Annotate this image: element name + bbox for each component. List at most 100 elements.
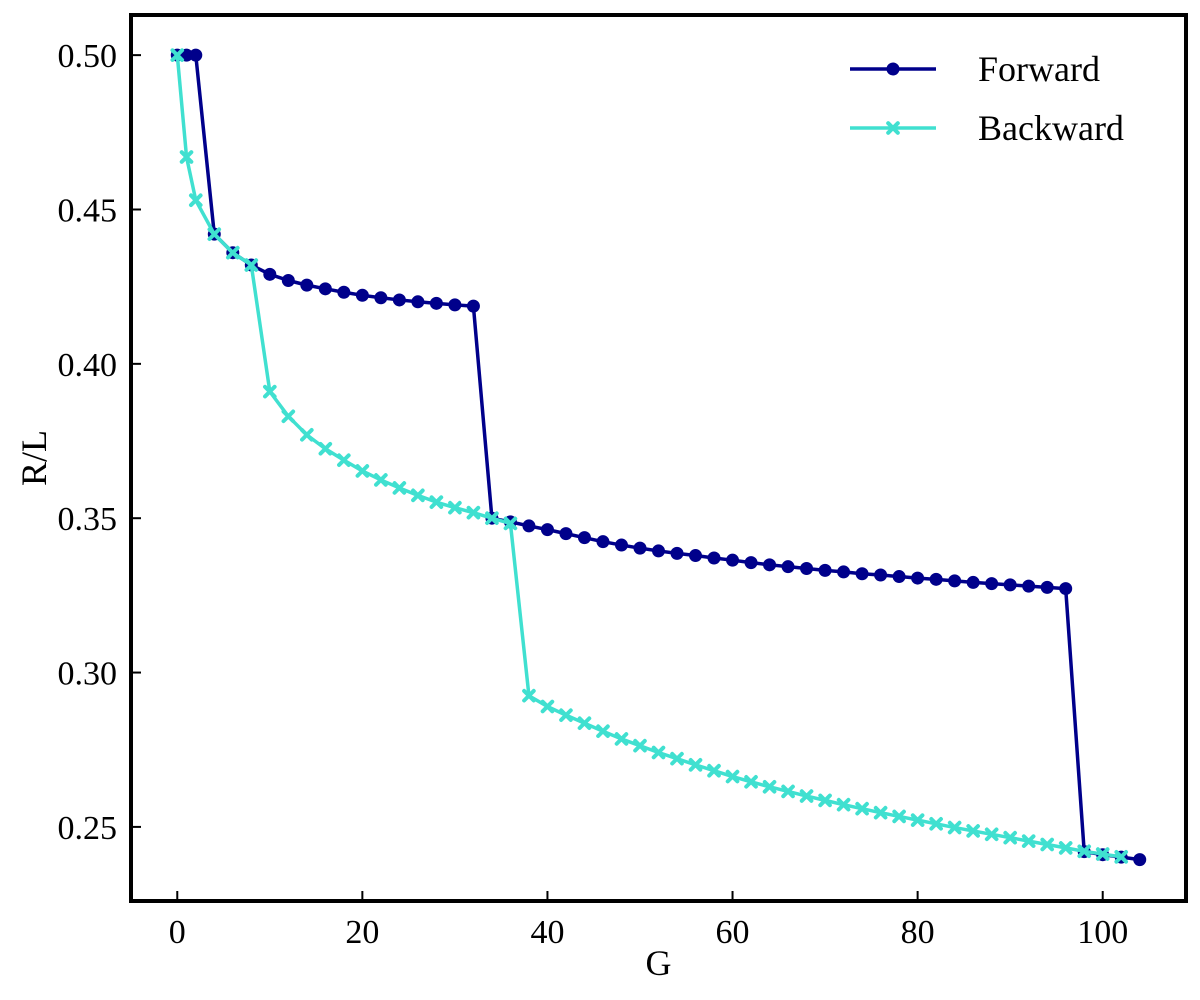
legend-label: Forward: [978, 49, 1100, 89]
data-point: [300, 278, 314, 292]
data-point: [689, 549, 703, 563]
data-point: [1022, 579, 1036, 593]
data-point: [947, 820, 962, 835]
series-forward: [170, 48, 1147, 867]
data-point: [188, 193, 203, 208]
data-point-stroke: [633, 738, 647, 753]
data-point: [1114, 850, 1129, 864]
data-point-stroke: [873, 805, 888, 820]
data-point: [651, 745, 666, 760]
data-point: [763, 558, 777, 572]
data-point: [818, 563, 832, 577]
x-tick-label: 100: [1077, 914, 1128, 951]
data-point: [392, 481, 407, 495]
data-point: [374, 291, 388, 305]
data-point-stroke: [411, 488, 425, 503]
data-point-stroke: [966, 824, 980, 838]
x-tick-label: 40: [530, 914, 564, 951]
data-point-stroke: [374, 473, 388, 487]
x-axis-ticks: 0 20 40 60 80 100: [169, 891, 1128, 951]
data-point-stroke: [522, 688, 536, 703]
data-point: [911, 571, 925, 585]
data-point-stroke: [1003, 830, 1017, 845]
data-point: [559, 527, 573, 541]
data-point: [596, 724, 610, 739]
series-line: [175, 54, 1122, 859]
data-point: [1021, 834, 1036, 848]
data-point-stroke: [886, 121, 900, 135]
x-tick-label: 20: [345, 914, 379, 951]
data-point: [596, 535, 610, 549]
data-point-stroke: [1058, 841, 1073, 855]
legend-label: Backward: [978, 108, 1124, 148]
data-point: [429, 296, 443, 310]
data-point: [707, 763, 721, 778]
data-point-stroke: [781, 784, 795, 799]
data-point: [984, 827, 999, 842]
data-point-stroke: [466, 505, 481, 520]
data-point: [892, 570, 906, 584]
data-point: [466, 505, 481, 520]
data-point-stroke: [503, 516, 518, 531]
data-point: [559, 708, 573, 722]
data-point-stroke: [318, 441, 333, 456]
data-point-stroke: [355, 464, 370, 478]
data-point: [522, 519, 536, 533]
x-tick-label: 80: [901, 914, 935, 951]
data-point: [1003, 830, 1017, 845]
data-point: [799, 789, 814, 803]
data-point: [355, 288, 369, 302]
data-point-stroke: [1021, 834, 1036, 848]
data-point-stroke: [947, 820, 962, 835]
data-point-stroke: [263, 384, 277, 399]
data-point: [886, 62, 900, 76]
data-point: [744, 775, 758, 789]
y-tick-label: 0.45: [58, 192, 118, 229]
y-tick-label: 0.25: [58, 810, 118, 847]
y-axis-label: R/L: [14, 430, 54, 486]
data-point-stroke: [836, 797, 851, 812]
data-point-stroke: [1095, 847, 1110, 861]
data-point: [540, 523, 554, 537]
legend-item-forward: Forward: [850, 49, 1100, 89]
data-point-stroke: [688, 758, 703, 772]
data-point-stroke: [670, 751, 684, 766]
data-point-stroke: [762, 779, 777, 794]
data-point-stroke: [929, 817, 943, 831]
data-point: [818, 793, 832, 808]
data-point-stroke: [281, 409, 296, 424]
data-point: [670, 751, 684, 766]
y-tick-label: 0.35: [58, 501, 118, 538]
data-point: [670, 546, 684, 560]
data-point: [1058, 841, 1073, 855]
data-point-stroke: [707, 763, 721, 778]
data-point-stroke: [892, 809, 906, 824]
data-point: [633, 541, 647, 555]
data-point: [411, 295, 425, 309]
data-point: [1003, 578, 1017, 592]
data-point-stroke: [540, 699, 555, 714]
data-point: [1040, 837, 1054, 852]
data-point-stroke: [448, 500, 462, 515]
data-point: [225, 245, 240, 260]
data-point: [577, 716, 592, 730]
data-point-stroke: [577, 716, 592, 730]
data-point-stroke: [188, 193, 203, 208]
data-point: [762, 779, 777, 794]
data-point: [855, 801, 869, 816]
data-point: [929, 817, 943, 831]
data-point-stroke: [855, 801, 869, 816]
data-point: [886, 121, 900, 135]
data-point: [892, 809, 906, 824]
data-point-stroke: [818, 793, 832, 808]
data-point: [910, 813, 925, 827]
x-tick-label: 60: [716, 914, 750, 951]
data-point: [374, 473, 388, 487]
data-point: [966, 824, 980, 838]
data-point: [800, 562, 814, 576]
data-point: [985, 577, 999, 591]
data-point: [411, 488, 425, 503]
data-point: [337, 453, 351, 467]
data-point: [503, 516, 518, 531]
data-point-stroke: [485, 511, 499, 525]
